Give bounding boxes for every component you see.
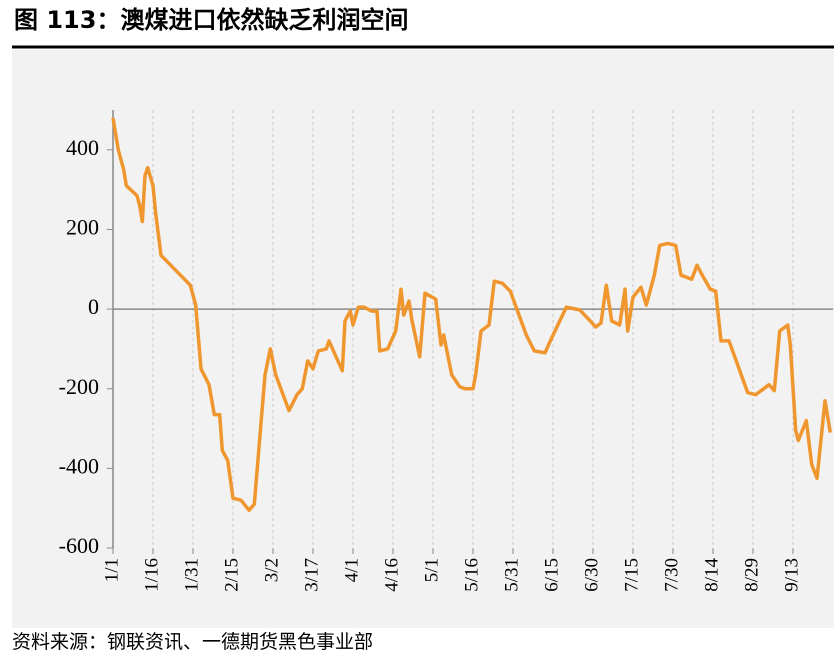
x-tick-label: 3/17 — [301, 558, 322, 592]
y-tick-label: -200 — [59, 374, 99, 399]
plot-background — [12, 50, 834, 628]
x-tick-label: 7/30 — [661, 558, 682, 592]
source-note: 资料来源：钢联资讯、一德期货黑色事业部 — [12, 631, 373, 653]
x-tick-label: 4/1 — [341, 558, 362, 582]
y-tick-label: -400 — [59, 453, 99, 478]
x-tick-label: 8/29 — [741, 558, 762, 592]
x-tick-label: 6/30 — [581, 558, 602, 592]
x-tick-label: 1/16 — [141, 558, 162, 592]
x-tick-label: 7/15 — [621, 558, 642, 592]
x-tick-label: 1/31 — [181, 558, 202, 592]
x-tick-label: 8/14 — [701, 558, 722, 592]
x-tick-label: 2/15 — [221, 558, 242, 592]
x-tick-label: 6/15 — [541, 558, 562, 592]
x-tick-label: 5/1 — [421, 558, 442, 582]
x-tick-label: 1/1 — [101, 558, 122, 582]
y-tick-label: 200 — [66, 215, 99, 240]
x-tick-label: 9/13 — [781, 558, 802, 592]
x-tick-label: 4/16 — [381, 558, 402, 592]
x-tick-label: 3/2 — [261, 558, 282, 582]
x-tick-label: 5/31 — [501, 558, 522, 592]
y-tick-label: -600 — [59, 533, 99, 558]
series-line — [111, 117, 833, 512]
y-tick-label: 0 — [88, 294, 99, 319]
x-tick-label: 5/16 — [461, 558, 482, 592]
chart-title: 图 113：澳煤进口依然缺乏利润空间 — [14, 6, 408, 34]
y-tick-label: 400 — [66, 135, 99, 160]
